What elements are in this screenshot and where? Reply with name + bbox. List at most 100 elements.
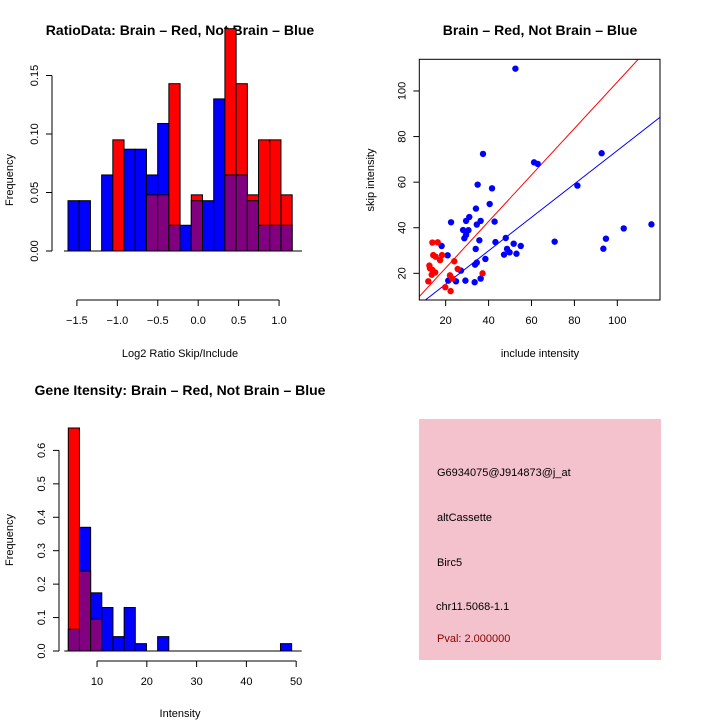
ratio-histogram-xlabel: Log2 Ratio Skip/Include bbox=[122, 348, 238, 360]
scatter-x-tick-label: 40 bbox=[482, 315, 494, 327]
scatter-point-not-brain bbox=[472, 205, 480, 212]
intensity-histogram-overlap-bar bbox=[78, 570, 92, 652]
ratio-histogram-bar bbox=[67, 200, 80, 252]
intensity-histogram-bar bbox=[157, 636, 170, 652]
scatter-x-tick-label: 20 bbox=[440, 315, 452, 327]
ratio-histogram-overlap-bar bbox=[190, 200, 203, 252]
scatter-point-not-brain bbox=[534, 160, 541, 168]
scatter-frame bbox=[418, 58, 661, 301]
ratio-histogram-x-tick-label: 0.0 bbox=[191, 315, 206, 327]
scatter-ylabel: skip intensity bbox=[365, 148, 377, 211]
intensity-histogram-bar bbox=[67, 427, 80, 652]
ratio-histogram-overlap-bar bbox=[168, 224, 181, 252]
scatter-point-brain bbox=[454, 265, 461, 273]
scatter-point-not-brain bbox=[510, 240, 517, 247]
scatter-point-not-brain bbox=[506, 249, 513, 256]
scatter-point-not-brain bbox=[472, 245, 479, 253]
scatter-point-not-brain bbox=[459, 226, 467, 234]
ratio-histogram-x-tick-label: 0.5 bbox=[231, 315, 246, 327]
ratio-histogram-bar bbox=[78, 200, 91, 252]
intensity-histogram-bar bbox=[123, 607, 136, 652]
intensity-histogram-xlabel: Intensity bbox=[160, 708, 201, 720]
scatter-point-not-brain bbox=[491, 218, 498, 225]
scatter-point-not-brain bbox=[574, 182, 581, 189]
scatter-y-tick-label: 100 bbox=[396, 82, 408, 100]
ratio-histogram: RatioData: Brain – Red, Not Brain – Blue… bbox=[4, 22, 314, 360]
scatter-point-brain bbox=[436, 256, 444, 264]
info-panel-background bbox=[419, 419, 661, 660]
scatter-point-brain bbox=[432, 253, 439, 260]
intensity-histogram-x-tick-label: 20 bbox=[141, 676, 153, 688]
intensity-histogram-x-tick-label: 50 bbox=[290, 676, 302, 688]
ratio-histogram-bar bbox=[201, 200, 215, 252]
intensity-histogram-x-tick-label: 40 bbox=[240, 676, 252, 688]
ratio-histogram-y-tick-label: 0.15 bbox=[29, 65, 41, 86]
intensity-histogram: Gene Itensity: Brain – Red, Not Brain – … bbox=[4, 382, 326, 720]
scatter-point-not-brain bbox=[500, 251, 508, 258]
scatter-point-brain bbox=[479, 270, 486, 277]
scatter-point-not-brain bbox=[486, 200, 493, 208]
scatter-point-brain bbox=[449, 275, 456, 282]
scatter-point-not-brain bbox=[482, 255, 489, 263]
intensity-histogram-y-tick-label: 0.6 bbox=[36, 443, 48, 458]
probe-id: G6934075@J914873@j_at bbox=[437, 467, 571, 479]
scatter-point-not-brain bbox=[620, 225, 627, 232]
scatter-point-not-brain bbox=[471, 261, 479, 268]
ratio-histogram-overlap-bar bbox=[145, 194, 159, 252]
scatter-point-not-brain bbox=[461, 235, 468, 242]
intensity-histogram-y-tick-label: 0.4 bbox=[36, 510, 48, 525]
scatter-point-not-brain bbox=[444, 252, 451, 259]
scatter-point-not-brain bbox=[513, 250, 520, 257]
scatter-y-tick-label: 20 bbox=[396, 267, 408, 279]
scatter-x-tick-label: 80 bbox=[568, 315, 580, 327]
scatter-point-brain bbox=[425, 278, 432, 285]
intensity-scatter: Brain – Red, Not Brain – Blue include in… bbox=[365, 22, 661, 360]
gene-location: chr11.5068-1.1 bbox=[436, 601, 509, 613]
intensity-histogram-x-tick-label: 10 bbox=[91, 676, 103, 688]
gene-name: Birc5 bbox=[437, 557, 462, 569]
scatter-point-not-brain bbox=[476, 237, 483, 244]
event-type: altCassette bbox=[437, 512, 492, 524]
scatter-point-brain bbox=[429, 239, 436, 246]
scatter-fit-line-not-brain bbox=[424, 116, 660, 300]
scatter-point-brain bbox=[447, 287, 454, 295]
scatter-point-not-brain bbox=[648, 221, 655, 228]
ratio-histogram-bar bbox=[213, 98, 226, 252]
ratio-histogram-y-tick-label: 0.05 bbox=[29, 182, 41, 203]
ratio-histogram-ylabel: Frequency bbox=[4, 154, 16, 206]
scatter-point-brain bbox=[428, 271, 435, 278]
ratio-histogram-title: RatioData: Brain – Red, Not Brain – Blue bbox=[46, 22, 315, 38]
ratio-histogram-bar bbox=[123, 148, 136, 252]
ratio-histogram-y-tick-label: 0.00 bbox=[29, 240, 41, 261]
ratio-histogram-x-tick-label: −1.5 bbox=[66, 315, 88, 327]
scatter-x-tick-label: 60 bbox=[525, 315, 537, 327]
intensity-histogram-y-tick-label: 0.2 bbox=[36, 576, 48, 591]
scatter-point-not-brain bbox=[462, 217, 470, 225]
ratio-histogram-overlap-bar bbox=[157, 194, 170, 252]
scatter-point-not-brain bbox=[473, 221, 480, 228]
scatter-point-not-brain bbox=[512, 65, 519, 72]
scatter-y-tick-label: 60 bbox=[396, 176, 408, 188]
ratio-histogram-bar bbox=[134, 148, 147, 252]
ratio-histogram-bar bbox=[112, 139, 125, 252]
ratio-histogram-overlap-bar bbox=[269, 224, 282, 252]
scatter-x-tick-label: 100 bbox=[608, 315, 626, 327]
ratio-histogram-bar bbox=[101, 174, 114, 252]
scatter-point-not-brain bbox=[477, 275, 484, 282]
scatter-point-not-brain bbox=[600, 245, 607, 252]
ratio-histogram-x-tick-label: 1.0 bbox=[271, 315, 286, 327]
ratio-histogram-x-tick-label: −1.0 bbox=[106, 315, 128, 327]
intensity-histogram-bar bbox=[134, 643, 147, 652]
pval: Pval: 2.000000 bbox=[437, 633, 510, 645]
intensity-histogram-y-tick-label: 0.1 bbox=[36, 610, 48, 625]
intensity-histogram-y-tick-label: 0.0 bbox=[36, 643, 48, 658]
scatter-point-not-brain bbox=[471, 279, 478, 286]
intensity-histogram-bar bbox=[112, 636, 125, 652]
scatter-point-not-brain bbox=[474, 181, 481, 188]
ratio-histogram-bar bbox=[179, 224, 192, 252]
intensity-histogram-bar bbox=[279, 643, 293, 652]
ratio-histogram-overlap-bar bbox=[280, 224, 293, 252]
intensity-histogram-title: Gene Itensity: Brain – Red, Not Brain – … bbox=[35, 382, 326, 398]
